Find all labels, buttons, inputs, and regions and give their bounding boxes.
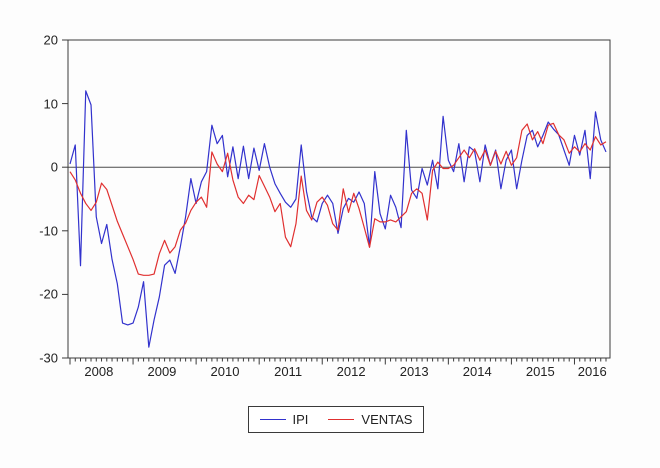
ipi-series-line	[69, 90, 607, 348]
y-axis-label: 0	[50, 159, 58, 175]
x-axis-label: 2012	[336, 364, 366, 379]
x-axis-label: 2014	[462, 364, 492, 379]
x-axis-label: 2009	[147, 364, 177, 379]
ventas-line-sample	[328, 419, 355, 420]
y-axis-label: -30	[39, 350, 58, 366]
legend-box: IPI VENTAS	[248, 406, 424, 433]
x-axis-label: 2008	[84, 364, 114, 379]
x-axis-label: 2015	[525, 364, 555, 379]
x-axis-label: 2010	[210, 364, 240, 379]
x-axis-label: 2011	[274, 364, 303, 379]
y-axis-label: 10	[43, 96, 58, 112]
y-axis-label: -20	[39, 286, 58, 302]
x-axis-label: 2013	[399, 364, 429, 379]
legend-label-ventas: VENTAS	[361, 412, 413, 427]
plot-frame	[67, 39, 611, 359]
x-axis-label: 2016	[577, 364, 607, 379]
legend-label-ipi: IPI	[292, 412, 309, 427]
y-axis-label: -10	[39, 223, 58, 239]
legend-item-ipi: IPI	[259, 412, 309, 427]
y-axis-label: 20	[43, 32, 58, 48]
ventas-series-line	[69, 122, 607, 276]
ipi-line-sample	[259, 419, 286, 420]
legend-item-ventas: VENTAS	[328, 412, 412, 427]
